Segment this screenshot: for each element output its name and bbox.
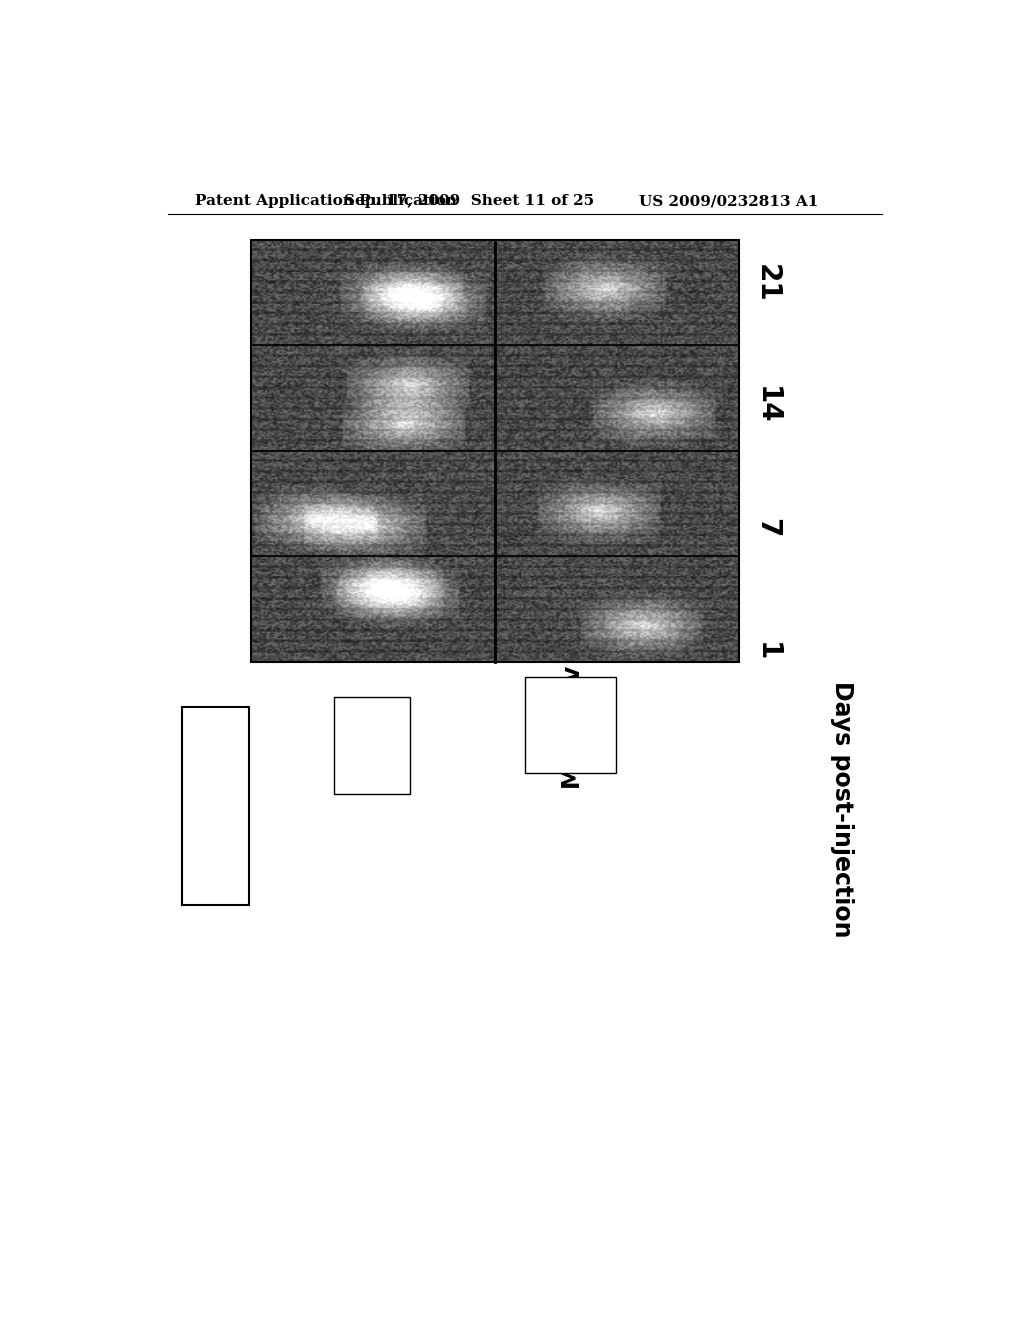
- Text: MC-38: MC-38: [360, 704, 384, 787]
- Text: 21: 21: [753, 264, 781, 302]
- Bar: [182, 708, 250, 906]
- Text: 1: 1: [753, 642, 781, 661]
- Text: Days post-injection: Days post-injection: [830, 681, 854, 937]
- Bar: [524, 677, 616, 774]
- Text: US 2009/0232813 A1: US 2009/0232813 A1: [639, 194, 818, 209]
- Text: Sep. 17, 2009  Sheet 11 of 25: Sep. 17, 2009 Sheet 11 of 25: [344, 194, 594, 209]
- Text: 7: 7: [753, 517, 781, 537]
- Text: Fig. 11: Fig. 11: [204, 760, 227, 851]
- Text: 14: 14: [753, 385, 781, 425]
- Bar: [334, 697, 410, 793]
- Bar: [251, 240, 739, 661]
- Text: MC-38inv: MC-38inv: [558, 663, 583, 787]
- Text: Patent Application Publication: Patent Application Publication: [196, 194, 458, 209]
